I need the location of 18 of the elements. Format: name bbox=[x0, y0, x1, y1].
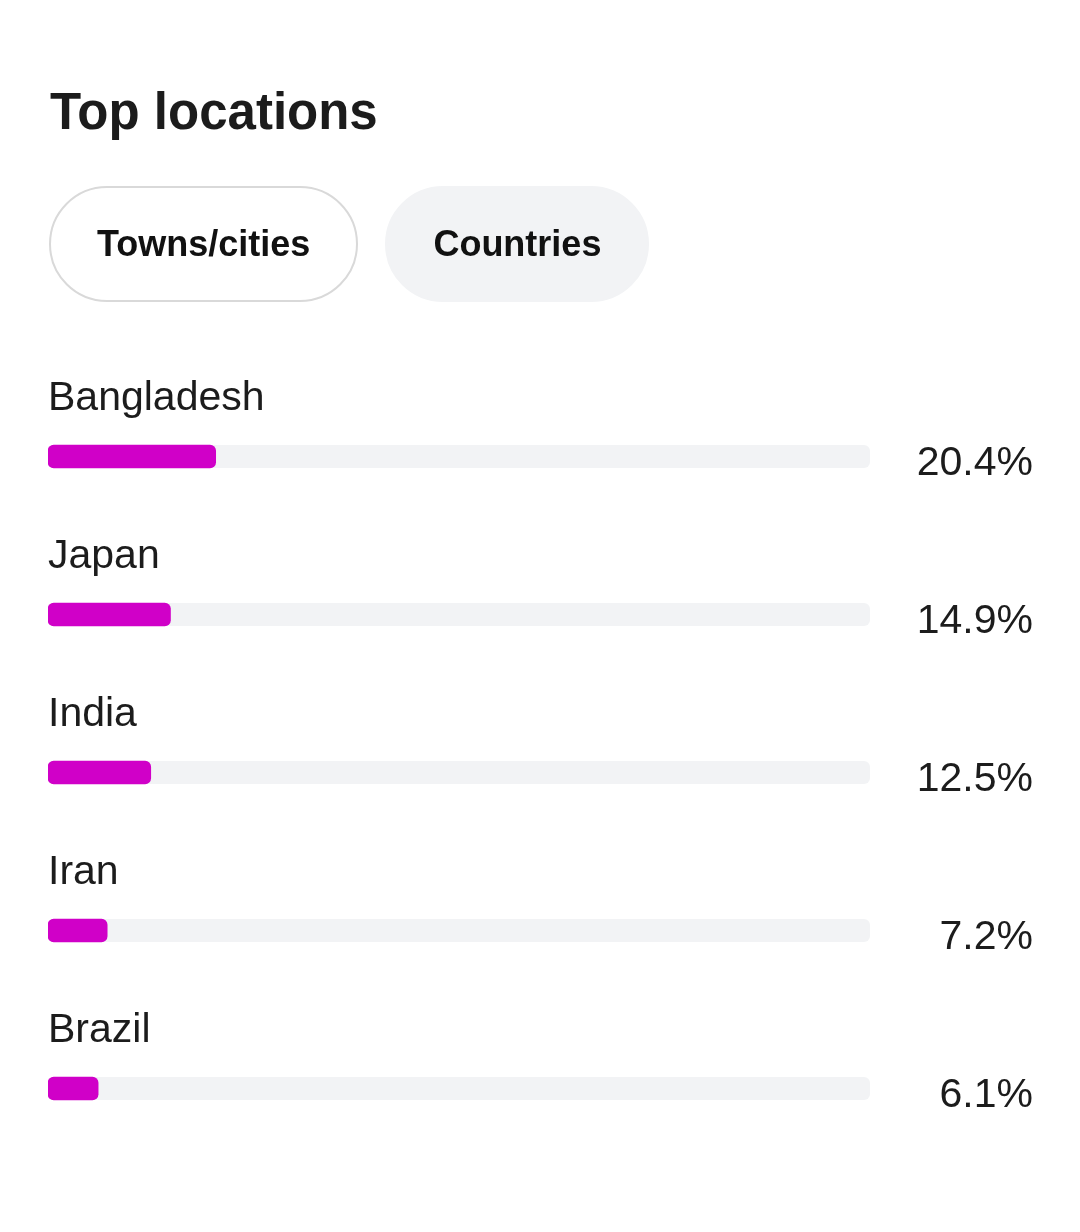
y-tick-label: India bbox=[48, 689, 138, 735]
y-tick-label: Bangladesh bbox=[48, 373, 265, 419]
toggle-button: Towns/cities bbox=[49, 186, 359, 302]
toggle-button: Countries bbox=[385, 186, 650, 302]
y-tick-label: Japan bbox=[48, 531, 160, 577]
data-label: 20.4% bbox=[916, 438, 1033, 484]
bar bbox=[48, 760, 152, 785]
y-tick-label: Brazil bbox=[48, 1005, 151, 1051]
data-label: 14.9% bbox=[916, 596, 1033, 642]
data-label: 7.2% bbox=[939, 912, 1033, 958]
bar bbox=[48, 918, 108, 943]
data-label: 6.1% bbox=[939, 1070, 1033, 1116]
y-tick-label: Iran bbox=[48, 847, 119, 893]
chart-title: Top locations bbox=[50, 83, 378, 140]
data-label: 12.5% bbox=[916, 754, 1033, 800]
bar bbox=[48, 1076, 99, 1101]
bar bbox=[48, 444, 217, 469]
bar bbox=[48, 602, 171, 627]
